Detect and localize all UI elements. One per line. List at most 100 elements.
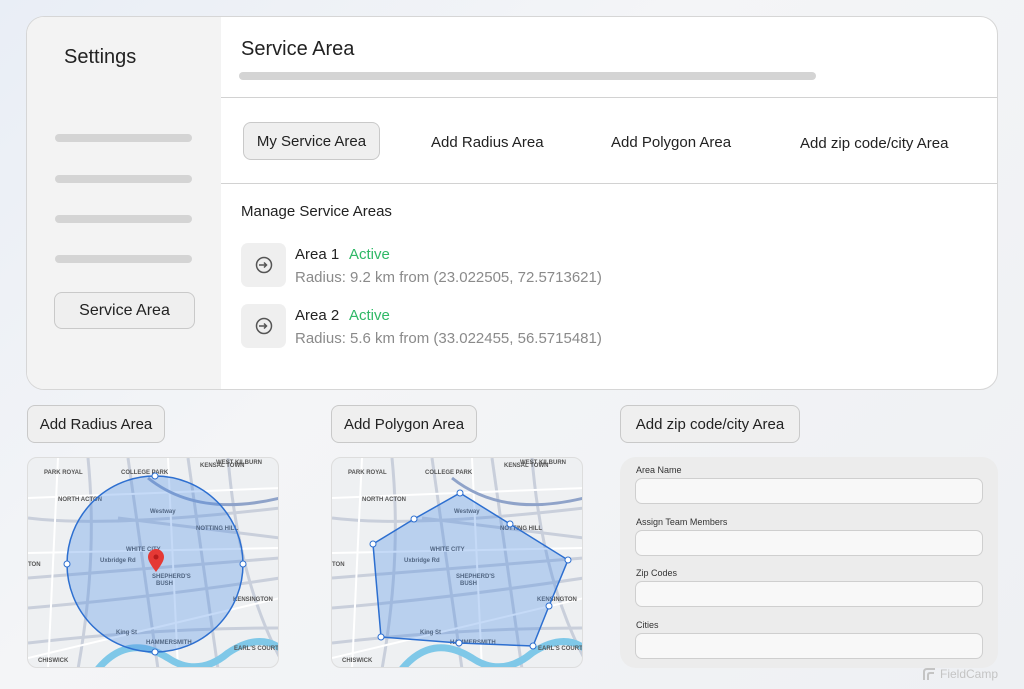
street (332, 597, 582, 659)
divider (221, 183, 997, 184)
field-label: Area Name (636, 465, 682, 475)
field-label: Assign Team Members (636, 516, 728, 527)
map-label: KENSAL TOWN (504, 463, 548, 469)
panel-button[interactable]: Add Polygon Area (331, 405, 477, 443)
polygon-area (372, 492, 569, 647)
area-name: Area 2 (295, 307, 340, 324)
skeleton (55, 175, 192, 183)
skeleton (55, 134, 192, 142)
skeleton (55, 255, 192, 263)
tab[interactable]: Add Radius Area (431, 134, 544, 151)
map-label: KENSINGTON (537, 597, 577, 603)
handle (239, 560, 247, 568)
road (117, 516, 278, 540)
area-status: Active (349, 246, 390, 263)
road (28, 576, 278, 610)
tab[interactable]: My Service Area (243, 122, 380, 160)
road (530, 458, 582, 658)
map-label: WHITE CITY (430, 547, 465, 553)
area-detail: Radius: 5.6 km from (33.022455, 56.57154… (295, 330, 602, 347)
tab[interactable]: Add Polygon Area (611, 134, 732, 151)
field-label: Zip Codes (636, 568, 678, 578)
area-icon (241, 304, 286, 348)
map-label: TON (28, 562, 41, 568)
sidebar-title: Settings (64, 46, 137, 68)
map-label: EARL'S COURT (234, 646, 279, 652)
text-input[interactable] (635, 632, 983, 659)
watermark: FieldCamp (922, 667, 998, 681)
map-label: HAMMERSMITH (146, 640, 192, 646)
map-label: COLLEGE PARK (121, 470, 169, 476)
street (351, 458, 363, 667)
map-label: COLLEGE PARK (425, 470, 473, 476)
map-label: EARL'S COURT (538, 646, 583, 652)
map-label: Westway (150, 509, 176, 515)
map-label: PARK ROYAL (44, 470, 83, 476)
section-title: Manage Service Areas (241, 203, 392, 220)
tab[interactable]: Add zip code/city Area (800, 135, 949, 152)
map-label: NORTH ACTON (362, 497, 406, 503)
map-label: NOTTING HILL (500, 526, 542, 532)
sidebar: Settings Service Area (27, 17, 221, 389)
radius-map: PARK ROYAL COLLEGE PARK KENSAL TOWN WEST KI… (27, 457, 279, 668)
handle (564, 556, 572, 564)
text-input[interactable] (635, 478, 983, 504)
map-label: WHITE CITY (126, 547, 161, 553)
map-label: Uxbridge Rd (100, 558, 136, 564)
map-label: SHEPHERD'S (456, 574, 495, 580)
panel-button[interactable]: Add Radius Area (27, 405, 165, 443)
road (380, 458, 397, 667)
river (95, 638, 278, 667)
polygon-map: PARK ROYAL COLLEGE PARK KENSAL TOWN WEST KI… (331, 457, 583, 668)
map-label: NORTH ACTON (58, 497, 102, 503)
road (147, 476, 278, 507)
road (332, 556, 582, 580)
area-status: Active (349, 307, 390, 324)
road (451, 476, 582, 507)
handle (410, 515, 418, 523)
map-label: KENSINGTON (233, 597, 273, 603)
road (332, 626, 582, 645)
street (47, 458, 59, 667)
map-label: Westway (454, 509, 480, 515)
map-label: TON (332, 562, 345, 568)
icon (255, 317, 272, 335)
text-input[interactable] (635, 529, 983, 556)
pin-dot (153, 554, 159, 560)
map-label: King St (420, 630, 441, 636)
handle (506, 520, 514, 528)
handle (151, 472, 159, 480)
map-label: BUSH (156, 581, 173, 587)
road (421, 516, 582, 540)
zip-form: Area Name Assign Team Members Zip Codes Cit… (620, 457, 998, 668)
road (332, 576, 582, 610)
skeleton (239, 72, 816, 80)
map-label: BUSH (460, 581, 477, 587)
handle (456, 489, 464, 497)
divider (221, 97, 997, 98)
area-icon (241, 243, 286, 287)
panel-button[interactable]: Add zip code/city Area (620, 405, 800, 443)
map-label: Uxbridge Rd (404, 558, 440, 564)
map-label: CHISWICK (38, 658, 69, 664)
map-label: WEST KILBURN (216, 460, 262, 466)
logo (923, 668, 935, 680)
icon (255, 256, 272, 274)
text-input[interactable] (635, 581, 983, 607)
sidebar-item[interactable]: Service Area (54, 292, 195, 329)
area-detail: Radius: 9.2 km from (23.022505, 72.57136… (295, 269, 602, 286)
map-label: WEST KILBURN (520, 460, 566, 466)
field-label: Cities (636, 619, 659, 630)
road (76, 458, 93, 667)
settings-card: Settings Service Area Service Area My Se… (26, 16, 998, 390)
handle (377, 633, 385, 641)
handle (455, 639, 463, 647)
street (28, 487, 278, 499)
road (28, 626, 278, 645)
handle (529, 642, 537, 650)
river (399, 638, 582, 667)
map-label: King St (116, 630, 137, 636)
skeleton (55, 215, 192, 223)
